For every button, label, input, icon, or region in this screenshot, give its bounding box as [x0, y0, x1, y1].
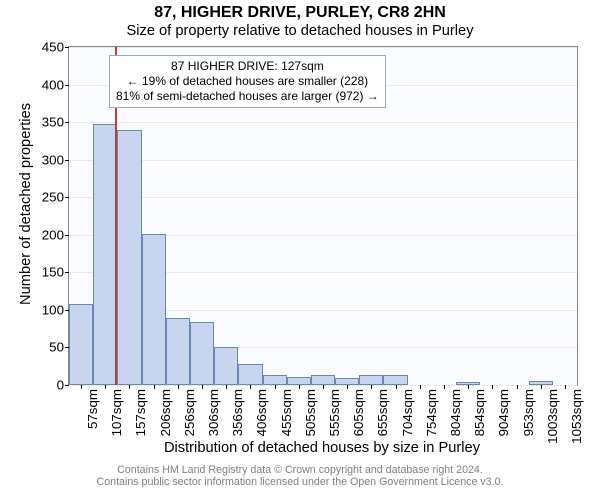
- gridline: [69, 197, 577, 198]
- x-tick-label: 306sqm: [206, 389, 221, 436]
- x-tick-label: 107sqm: [109, 389, 124, 436]
- x-axis-label: Distribution of detached houses by size …: [68, 440, 576, 456]
- x-tick-label: 804sqm: [448, 389, 463, 436]
- bar: [117, 130, 141, 385]
- y-tick-label: 200: [42, 227, 69, 242]
- x-tick-label: 605sqm: [351, 389, 366, 436]
- gridline: [69, 122, 577, 123]
- x-tick-label: 406sqm: [254, 389, 269, 436]
- x-tick-mark: [129, 385, 130, 389]
- bar: [190, 322, 214, 385]
- x-tick-label: 953sqm: [521, 389, 536, 436]
- bar: [263, 375, 287, 386]
- x-tick-mark: [565, 385, 566, 389]
- x-tick-label: 1053sqm: [569, 389, 584, 444]
- y-tick-label: 50: [49, 340, 69, 355]
- x-tick-mark: [178, 385, 179, 389]
- x-tick-mark: [517, 385, 518, 389]
- bar: [142, 234, 166, 385]
- footer-line: Contains HM Land Registry data © Crown c…: [0, 464, 600, 476]
- y-tick-label: 150: [42, 265, 69, 280]
- y-tick-label: 350: [42, 115, 69, 130]
- x-tick-mark: [468, 385, 469, 389]
- x-tick-mark: [492, 385, 493, 389]
- y-tick-label: 300: [42, 152, 69, 167]
- y-axis-label: Number of detached properties: [18, 103, 34, 305]
- x-tick-label: 904sqm: [496, 389, 511, 436]
- bar: [166, 318, 190, 385]
- x-tick-label: 854sqm: [472, 389, 487, 436]
- annotation-box: 87 HIGHER DRIVE: 127sqm← 19% of detached…: [109, 55, 386, 108]
- bar: [359, 375, 383, 385]
- plot-area: 05010015020025030035040045057sqm107sqm15…: [68, 46, 578, 386]
- x-tick-label: 505sqm: [303, 389, 318, 436]
- bar: [93, 124, 117, 385]
- y-tick-label: 0: [57, 378, 69, 393]
- y-tick-label: 250: [42, 190, 69, 205]
- x-tick-label: 206sqm: [158, 389, 173, 436]
- chart-main-title: 87, HIGHER DRIVE, PURLEY, CR8 2HN: [0, 4, 600, 22]
- x-tick-mark: [81, 385, 82, 389]
- x-tick-label: 704sqm: [400, 389, 415, 436]
- chart-subtitle: Size of property relative to detached ho…: [0, 23, 600, 39]
- gridline: [69, 160, 577, 161]
- bar: [311, 375, 335, 385]
- footer-line: Contains public sector information licen…: [0, 476, 600, 488]
- x-tick-mark: [105, 385, 106, 389]
- x-tick-label: 655sqm: [375, 389, 390, 436]
- annotation-line: ← 19% of detached houses are smaller (22…: [116, 74, 379, 89]
- x-tick-mark: [444, 385, 445, 389]
- x-tick-mark: [250, 385, 251, 389]
- bar: [383, 375, 407, 386]
- x-tick-mark: [323, 385, 324, 389]
- chart-container: { "header": { "title_main": "87, HIGHER …: [0, 0, 600, 500]
- x-tick-label: 356sqm: [230, 389, 245, 436]
- bar: [69, 304, 93, 385]
- x-tick-mark: [371, 385, 372, 389]
- x-tick-label: 157sqm: [133, 389, 148, 436]
- x-tick-mark: [154, 385, 155, 389]
- x-tick-label: 754sqm: [424, 389, 439, 436]
- bar: [214, 347, 238, 385]
- y-tick-label: 100: [42, 302, 69, 317]
- x-tick-mark: [202, 385, 203, 389]
- annotation-line: 87 HIGHER DRIVE: 127sqm: [116, 59, 379, 74]
- x-tick-mark: [299, 385, 300, 389]
- y-tick-label: 400: [42, 77, 69, 92]
- x-tick-label: 1003sqm: [545, 389, 560, 444]
- x-tick-mark: [275, 385, 276, 389]
- x-tick-label: 555sqm: [327, 389, 342, 436]
- gridline: [69, 47, 577, 48]
- x-tick-label: 455sqm: [279, 389, 294, 436]
- x-tick-mark: [226, 385, 227, 389]
- x-tick-mark: [541, 385, 542, 389]
- x-tick-mark: [347, 385, 348, 389]
- x-tick-label: 256sqm: [182, 389, 197, 436]
- x-tick-mark: [420, 385, 421, 389]
- x-tick-mark: [396, 385, 397, 389]
- bar: [287, 377, 311, 385]
- annotation-line: 81% of semi-detached houses are larger (…: [116, 89, 379, 104]
- x-tick-label: 57sqm: [85, 389, 100, 429]
- y-tick-label: 450: [42, 40, 69, 55]
- bar: [238, 364, 262, 385]
- bar: [335, 378, 359, 385]
- chart-footer: Contains HM Land Registry data © Crown c…: [0, 464, 600, 488]
